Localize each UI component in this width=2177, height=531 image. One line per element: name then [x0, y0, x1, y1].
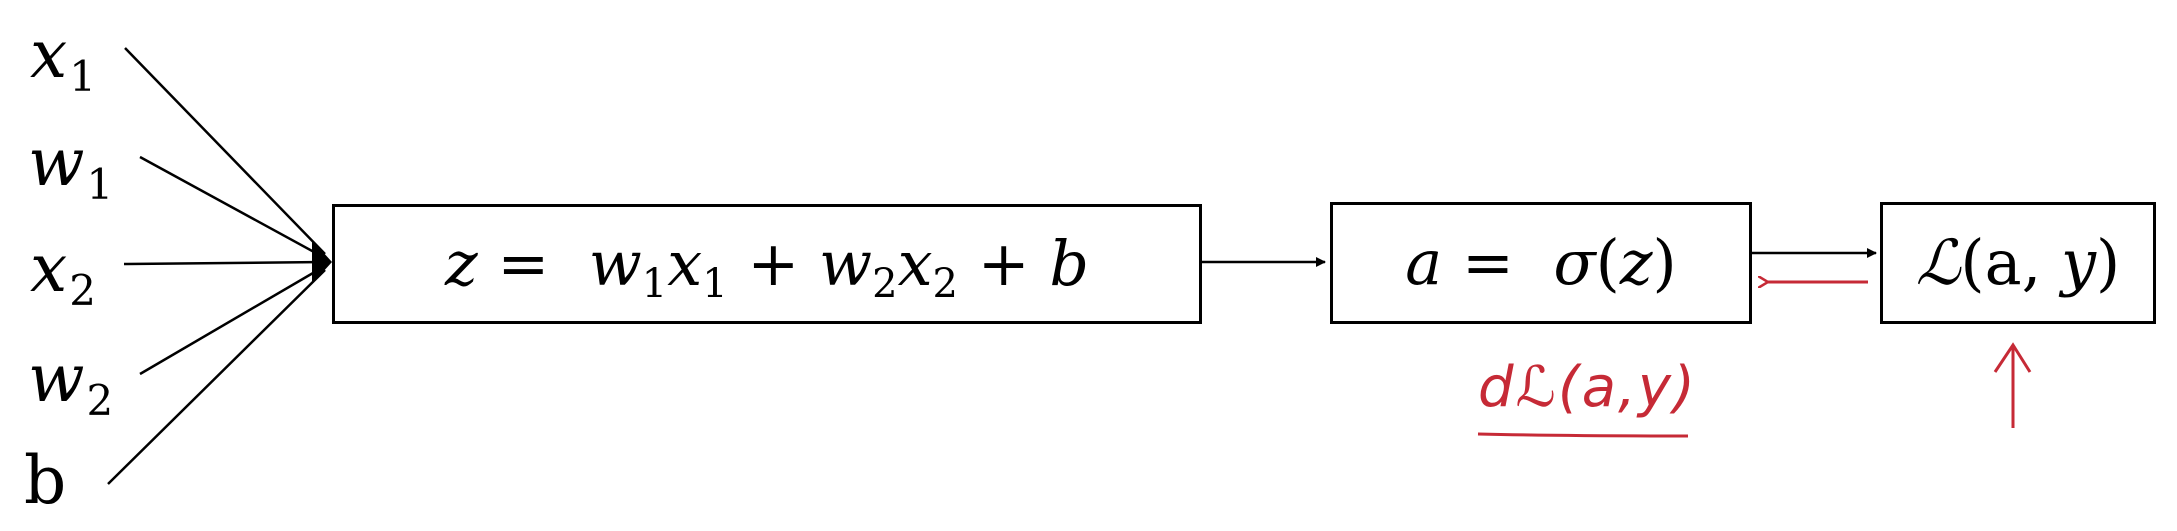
loss-open: ( [1960, 226, 1985, 299]
derivative-underline [1477, 432, 1689, 438]
linear-x2-sub: 2 [932, 261, 958, 307]
activation-node: a = σ(z) [1330, 202, 1752, 324]
edge-x2 [123, 260, 326, 266]
loss-node: ℒ(a, y) [1880, 202, 2156, 324]
input-x1-sub: 1 [69, 52, 96, 101]
linear-plus2: + [957, 227, 1050, 300]
sigma-symbol: σ [1553, 226, 1596, 299]
linear-x1: x [667, 227, 703, 300]
loss-symbol: ℒ [1915, 226, 1961, 299]
input-x2-sub: 2 [69, 266, 96, 315]
input-x1: x1 [30, 22, 96, 98]
linear-w2-sub: 2 [872, 261, 898, 307]
input-w2: w2 [28, 346, 113, 422]
activation-open: ( [1595, 226, 1620, 299]
input-w2-base: w [28, 340, 85, 417]
input-w2-sub: 2 [86, 376, 114, 425]
input-b-text: b [24, 442, 67, 519]
edge-w2 [139, 264, 326, 376]
edge-b [107, 269, 326, 485]
loss-up-arrowhead [1993, 342, 2032, 373]
activation-a: a [1405, 226, 1443, 299]
linear-b: b [1049, 227, 1090, 300]
linear-w1-sub: 1 [641, 261, 668, 307]
input-w1-sub: 1 [86, 160, 114, 209]
loss-expression: ℒ(a, y) [1916, 232, 2120, 294]
activation-z: z [1619, 226, 1653, 299]
derivative-text: dℒ(a,y) [1478, 355, 1697, 420]
linear-z: z [444, 227, 478, 300]
input-b: b [24, 448, 66, 514]
input-x2: x2 [30, 236, 96, 312]
linear-eq: = [477, 227, 569, 300]
linear-x2: x [897, 227, 933, 300]
input-w1: w1 [28, 130, 113, 206]
loss-comma: , [2021, 226, 2061, 299]
linear-w2: w [819, 227, 873, 300]
loss-close: ) [2096, 226, 2121, 299]
derivative-annotation: dℒ(a,y) [1478, 360, 1697, 416]
linear-w1: w [588, 227, 642, 300]
activation-close: ) [1652, 226, 1677, 299]
activation-expression: a = σ(z) [1405, 232, 1676, 294]
input-arrowhead [312, 240, 332, 284]
input-x1-base: x [30, 16, 68, 93]
loss-y: y [2061, 226, 2097, 299]
linear-x1-sub: 1 [702, 261, 728, 307]
input-x2-base: x [30, 230, 68, 307]
edge-x1 [124, 47, 326, 255]
input-w1-base: w [28, 124, 85, 201]
edge-w1 [139, 155, 326, 260]
linear-plus1: + [727, 227, 820, 300]
linear-expression: z = w1x1 + w2x2 + b [445, 233, 1089, 305]
activation-eq: = [1442, 226, 1534, 299]
loss-a: a [1984, 226, 2022, 299]
linear-node: z = w1x1 + w2x2 + b [332, 204, 1202, 324]
